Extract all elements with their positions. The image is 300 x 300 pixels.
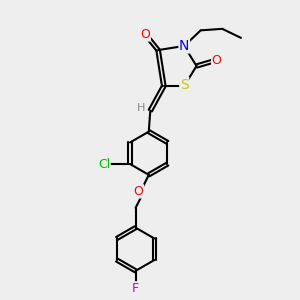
Text: F: F — [132, 282, 139, 295]
Text: S: S — [180, 77, 189, 92]
Text: O: O — [134, 185, 143, 198]
Text: O: O — [141, 28, 150, 41]
Text: N: N — [179, 39, 189, 53]
Text: O: O — [212, 54, 221, 67]
Text: Cl: Cl — [98, 158, 110, 170]
Text: H: H — [137, 103, 146, 113]
